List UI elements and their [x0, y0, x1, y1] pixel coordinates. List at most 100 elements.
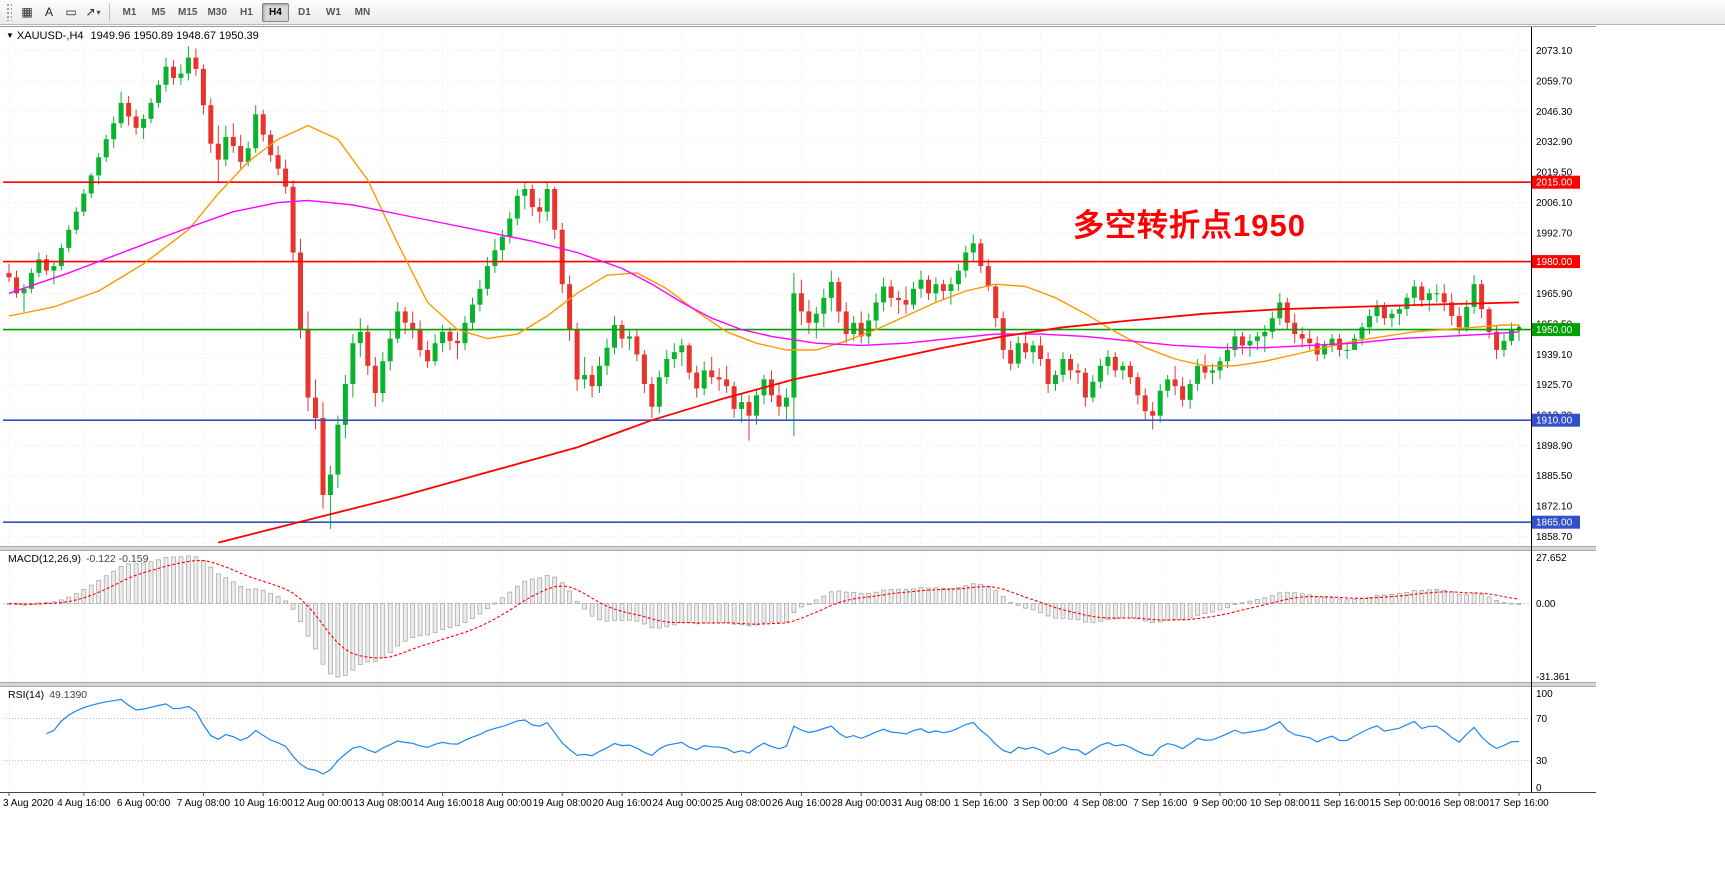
time-tick-label: 3 Sep 00:00	[1014, 798, 1068, 809]
macd-histogram-bar	[1404, 592, 1410, 604]
candle-body	[1434, 293, 1440, 295]
macd-histogram-bar	[1307, 594, 1313, 604]
candle-body	[888, 286, 894, 298]
candle-body	[245, 148, 251, 162]
panel-separator[interactable]	[0, 682, 1596, 687]
candle-body	[1449, 302, 1455, 316]
macd-histogram-bar	[268, 592, 273, 604]
candle-body	[791, 293, 797, 398]
macd-histogram-bar	[948, 588, 954, 604]
macd-histogram-bar	[1038, 603, 1043, 613]
macd-histogram-bar	[1441, 589, 1447, 604]
macd-histogram-bar	[215, 573, 221, 604]
candle-body	[619, 325, 625, 339]
candle-body	[200, 68, 206, 106]
ma-slow-magenta-line[interactable]	[8, 199, 1520, 349]
macd-histogram-bar	[365, 603, 371, 663]
macd-histogram-bar	[1015, 603, 1021, 606]
macd-histogram-bar	[73, 593, 79, 604]
candle-body	[21, 288, 27, 294]
macd-histogram-bar	[1157, 603, 1163, 623]
time-tick-label: 7 Aug 08:00	[177, 798, 231, 809]
time-tick-label: 4 Aug 16:00	[57, 798, 111, 809]
macd-histogram-bar	[1135, 603, 1141, 620]
macd-histogram-bar	[709, 603, 715, 624]
ma-fast-orange-line[interactable]	[8, 124, 1519, 367]
candle-body	[305, 329, 311, 398]
objects-frame-tool-button[interactable]: ▭	[60, 2, 82, 22]
timeframe-button-d1[interactable]: D1	[291, 3, 318, 22]
macd-histogram-bar	[649, 603, 655, 629]
time-tick-label: 16 Sep 08:00	[1429, 798, 1489, 809]
macd-histogram-bar	[335, 603, 341, 678]
candle-body	[522, 189, 528, 196]
macd-histogram-bar	[1479, 593, 1484, 604]
timeframe-button-h1[interactable]: H1	[233, 3, 260, 22]
timeframe-button-h4[interactable]: H4	[261, 2, 289, 22]
candle-body	[656, 377, 662, 407]
text-label-tool-button[interactable]: A	[38, 2, 60, 22]
panel-separator[interactable]	[0, 546, 1596, 551]
candle-body	[709, 370, 715, 378]
candle-body	[1142, 395, 1148, 412]
timeframe-button-m5[interactable]: M5	[145, 3, 172, 22]
timeframe-button-w1[interactable]: W1	[320, 3, 347, 22]
chart-grid-tool-button[interactable]: ▦	[16, 2, 38, 22]
candle-body	[1008, 350, 1014, 364]
arrows-tool-button[interactable]: ↗ ▾	[82, 2, 104, 22]
macd-histogram-bar	[380, 603, 386, 659]
candle-body	[1329, 338, 1335, 346]
candle-body	[514, 195, 520, 219]
candle-body	[492, 250, 498, 267]
macd-histogram-bar	[1449, 591, 1455, 604]
macd-histogram-bar	[290, 603, 296, 610]
time-axis-layer[interactable]: 3 Aug 2020 4 Aug 16:00 6 Aug 00:00 7 Aug 08…	[3, 792, 1549, 809]
macd-histogram-bar	[298, 603, 303, 622]
timeframe-button-m30[interactable]: M30	[203, 3, 230, 22]
macd-histogram-bar	[1210, 603, 1215, 613]
timeframe-button-m1[interactable]: M1	[116, 3, 143, 22]
macd-histogram-bar	[791, 603, 797, 613]
collapse-triangle-icon[interactable]: ▼	[6, 31, 14, 40]
candle-body	[193, 57, 199, 69]
macd-histogram-bar	[828, 591, 834, 604]
price-line-badge-label: 1910.00	[1536, 416, 1573, 427]
candle-body	[1053, 374, 1058, 384]
timeframe-button-m15[interactable]: M15	[174, 3, 201, 22]
macd-histogram-bar	[447, 603, 453, 628]
macd-histogram-bar	[156, 559, 161, 604]
candle-body	[1225, 350, 1230, 362]
toolbar-gripper[interactable]	[6, 3, 12, 21]
candle-body	[821, 297, 827, 314]
timeframe-button-mn[interactable]: MN	[349, 3, 376, 22]
macd-histogram-bar	[1053, 603, 1058, 619]
trend-red-line[interactable]	[218, 301, 1520, 544]
macd-histogram-bar	[1225, 603, 1230, 608]
macd-histogram-bar	[1329, 597, 1335, 604]
macd-histogram-bar	[941, 587, 946, 604]
macd-histogram-bar	[201, 560, 206, 604]
candle-body	[529, 189, 535, 208]
price-axis-layer[interactable]: 1858.701872.101885.501898.901912.301925.…	[1532, 46, 1580, 543]
macd-histogram-bar	[1083, 603, 1088, 623]
macd-histogram-bar	[1314, 596, 1320, 604]
macd-panel-label: MACD(12,26,9) -0.122 -0.159	[8, 553, 148, 565]
macd-histogram-bar	[1000, 596, 1006, 604]
toolbar-separator	[109, 3, 110, 21]
time-tick-label: 7 Sep 16:00	[1133, 798, 1187, 809]
macd-histogram-bar	[1464, 594, 1470, 604]
macd-histogram-bar	[66, 596, 72, 604]
price-line-badge	[1532, 255, 1580, 269]
macd-histogram-bar	[1187, 603, 1193, 619]
candle-body	[365, 331, 371, 366]
dropdown-caret-icon: ▾	[96, 7, 101, 17]
macd-histogram-bar	[716, 603, 722, 623]
candle-body	[1381, 306, 1387, 319]
candle-body	[671, 352, 677, 359]
candle-body	[484, 266, 490, 289]
candle-body	[559, 229, 565, 285]
hlines-layer[interactable]	[3, 181, 1531, 524]
ma-lines-layer[interactable]	[8, 124, 1520, 544]
candle-body	[185, 57, 191, 74]
